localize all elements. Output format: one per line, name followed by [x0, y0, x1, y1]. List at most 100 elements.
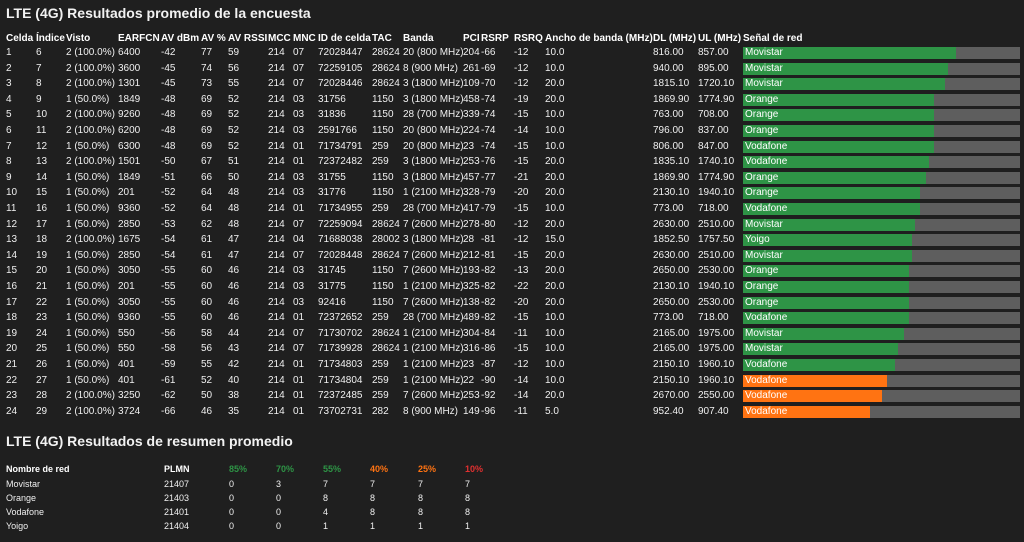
cell-tac: 259	[372, 312, 389, 324]
cell-visto: 1 (50.0%)	[66, 343, 110, 355]
cell-ul: 1960.10	[698, 374, 735, 386]
cell-av-rssi: 47	[228, 234, 240, 246]
cell-mnc: 01	[293, 156, 305, 168]
cell-rsrp: -82	[481, 281, 496, 292]
cell-dl: 773.00	[653, 312, 684, 324]
cell-av-pct: 64	[201, 203, 213, 214]
cell-mnc: 07	[293, 78, 305, 90]
signal-bar-network: Orange	[745, 171, 779, 183]
cell-rsrp: -74	[481, 93, 496, 105]
cell-indice: 9	[36, 93, 42, 105]
cell-earfcn: 3724	[118, 405, 141, 417]
cell-av-rssi: 46	[228, 296, 240, 308]
signal-bar: Orange	[743, 296, 909, 309]
cell-mcc: 214	[268, 156, 285, 168]
cell-dl: 2165.00	[653, 327, 690, 339]
cell-celda: 22	[6, 374, 18, 386]
cell-banda: 28 (700 MHz)	[403, 109, 464, 121]
cell-rsrp: -70	[481, 78, 496, 90]
cell-ancho: 10.0	[545, 125, 565, 136]
signal-bar: Vodafone	[743, 156, 929, 169]
summary-header-threshold: 55%	[323, 464, 342, 474]
cell-dl: 2150.10	[653, 374, 690, 386]
cell-dl: 773.00	[653, 203, 684, 214]
cell-av-dbm: -42	[161, 47, 176, 58]
signal-bar-network: Vodafone	[745, 390, 788, 402]
cell-mcc: 214	[268, 78, 285, 90]
summary-plmn: 21403	[164, 493, 190, 503]
cell-celda: 21	[6, 359, 18, 370]
cell-ancho: 10.0	[545, 203, 565, 214]
cell-ul: 2530.00	[698, 265, 735, 277]
cell-mnc: 03	[293, 109, 305, 121]
cell-visto: 1 (50.0%)	[66, 187, 110, 199]
cell-earfcn: 9360	[118, 203, 141, 214]
cell-ul: 1960.10	[698, 359, 735, 370]
summary-count: 8	[418, 507, 424, 517]
cell-indice: 21	[36, 281, 48, 292]
cell-ancho: 20.0	[545, 78, 565, 90]
cell-banda: 7 (2600 MHz)	[403, 265, 464, 277]
cell-av-dbm: -55	[161, 312, 176, 324]
cell-id-celda: 73702731	[318, 405, 363, 417]
cell-pci: 149	[463, 405, 480, 417]
cell-dl: 1852.50	[653, 234, 690, 246]
summary-count: 1	[418, 521, 424, 531]
cell-earfcn: 9260	[118, 109, 141, 121]
cell-av-dbm: -61	[161, 374, 176, 386]
cell-av-rssi: 46	[228, 265, 240, 277]
cell-rsrq: -15	[514, 203, 529, 214]
signal-bar: Vodafone	[743, 405, 870, 418]
cell-mcc: 214	[268, 62, 285, 74]
cell-av-dbm: -45	[161, 62, 176, 74]
summary-header-threshold: 70%	[276, 464, 295, 474]
cell-pci: 204	[463, 47, 480, 58]
cell-pci: 278	[463, 218, 480, 230]
signal-bar-track: Vodafone	[743, 203, 1020, 215]
summary-count: 0	[276, 493, 282, 503]
cell-mnc: 01	[293, 312, 305, 324]
signal-bar: Movistar	[743, 343, 898, 356]
cell-av-rssi: 35	[228, 405, 240, 417]
cell-rsrq: -12	[514, 78, 529, 90]
cell-rsrq: -12	[514, 47, 529, 58]
signal-bar-network: Movistar	[745, 62, 783, 74]
cell-mnc: 01	[293, 390, 305, 402]
cell-indice: 8	[36, 78, 42, 90]
cell-ancho: 10.0	[545, 359, 565, 370]
header-rsrq: RSRQ	[514, 33, 543, 44]
cell-mnc: 01	[293, 359, 305, 370]
cell-dl: 1835.10	[653, 156, 690, 168]
cell-banda: 7 (2600 MHz)	[403, 218, 464, 230]
cell-visto: 1 (50.0%)	[66, 374, 110, 386]
summary-header-threshold: 10%	[465, 464, 484, 474]
cell-rsrp: -87	[481, 359, 496, 370]
cell-av-pct: 66	[201, 171, 213, 183]
cell-av-rssi: 52	[228, 109, 240, 121]
cell-indice: 23	[36, 312, 48, 324]
cell-tac: 28002	[372, 234, 400, 246]
cell-ancho: 15.0	[545, 234, 565, 246]
cell-indice: 6	[36, 47, 42, 58]
cell-banda: 7 (2600 MHz)	[403, 249, 464, 261]
cell-mcc: 214	[268, 405, 285, 417]
cell-mnc: 03	[293, 93, 305, 105]
cell-ul: 837.00	[698, 125, 729, 136]
cell-av-pct: 58	[201, 327, 213, 339]
cell-rsrq: -12	[514, 62, 529, 74]
cell-indice: 11	[36, 125, 47, 136]
cell-rsrp: -77	[481, 171, 496, 183]
cell-earfcn: 201	[118, 281, 135, 292]
cell-rsrq: -12	[514, 234, 529, 246]
cell-visto: 1 (50.0%)	[66, 140, 110, 152]
cell-dl: 2130.10	[653, 281, 690, 292]
cell-av-dbm: -62	[161, 390, 176, 402]
cell-rsrp: -84	[481, 327, 496, 339]
cell-indice: 19	[36, 249, 48, 261]
cell-earfcn: 6200	[118, 125, 141, 136]
summary-count: 8	[465, 507, 471, 517]
cell-ul: 895.00	[698, 62, 729, 74]
cell-visto: 1 (50.0%)	[66, 218, 110, 230]
cell-av-pct: 67	[201, 156, 213, 168]
cell-banda: 1 (2100 MHz)	[403, 281, 464, 292]
